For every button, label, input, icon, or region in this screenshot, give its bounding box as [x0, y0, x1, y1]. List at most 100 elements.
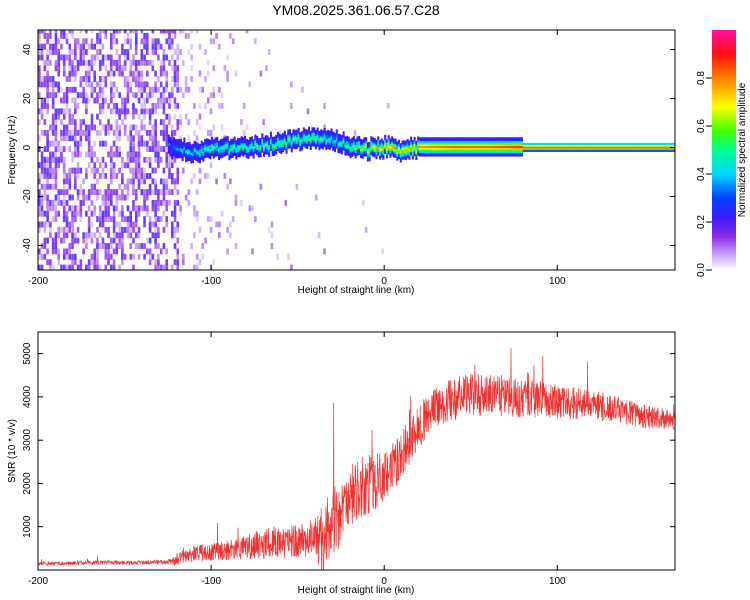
noise-cell: [129, 216, 132, 223]
signal-cell: [640, 146, 643, 149]
signal-cell: [259, 149, 262, 153]
signal-cell: [451, 144, 454, 147]
signal-cell: [664, 146, 667, 149]
noise-cell: [107, 70, 110, 77]
signal-cell: [424, 152, 427, 155]
noise-cell: [49, 226, 52, 233]
noise-cell: [206, 59, 210, 66]
noise-cell: [110, 199, 113, 206]
noise-cell: [137, 135, 141, 142]
signal-cell: [458, 144, 461, 147]
noise-cell: [226, 70, 229, 77]
noise-cell: [204, 173, 207, 179]
signal-cell: [320, 141, 323, 144]
signal-cell: [387, 138, 390, 141]
signal-cell: [245, 142, 248, 145]
signal-cell: [178, 144, 181, 147]
noise-cell: [54, 167, 58, 174]
signal-cell: [366, 155, 369, 159]
colorbar: 0.00.20.40.60.8 Normalized spectral ampl…: [696, 30, 748, 277]
noise-cell: [68, 108, 72, 115]
signal-cell: [368, 150, 371, 153]
noise-cell: [115, 65, 119, 72]
signal-cell: [399, 143, 402, 146]
signal-cell: [238, 148, 241, 151]
noise-cell: [110, 32, 113, 39]
noise-cell: [168, 92, 171, 99]
signal-cell: [469, 138, 472, 142]
noise-cell: [143, 194, 146, 201]
signal-cell: [269, 148, 272, 151]
noise-cell: [51, 76, 55, 82]
noise-cell: [51, 86, 55, 93]
signal-cell: [512, 142, 515, 145]
noise-cell: [129, 124, 132, 131]
signal-cell: [560, 148, 563, 151]
signal-cell: [218, 142, 221, 145]
signal-cell: [500, 150, 503, 154]
signal-cell: [424, 137, 427, 140]
signal-cell: [282, 134, 285, 137]
signal-cell: [372, 140, 375, 143]
signal-cell: [422, 142, 425, 145]
noise-cell: [68, 59, 72, 66]
signal-cell: [186, 142, 189, 145]
signal-cell: [323, 139, 326, 143]
signal-cell: [392, 146, 395, 150]
x-tick-label: 0: [381, 276, 387, 287]
signal-cell: [379, 155, 382, 158]
noise-cell: [54, 156, 58, 163]
signal-cell: [288, 144, 291, 147]
noise-cell: [107, 248, 110, 255]
signal-cell: [541, 142, 544, 146]
noise-cell: [173, 205, 177, 212]
signal-cell: [354, 144, 357, 147]
signal-cell: [515, 152, 518, 155]
signal-cell: [347, 143, 350, 146]
noise-cell: [110, 189, 113, 196]
noise-cell: [85, 49, 88, 55]
signal-cell: [287, 132, 290, 136]
noise-cell: [107, 183, 110, 190]
noise-cell: [146, 237, 149, 244]
noise-cell: [151, 59, 155, 66]
signal-cell: [526, 144, 529, 147]
signal-cell: [602, 146, 605, 149]
noise-cell: [96, 54, 99, 61]
signal-cell: [467, 149, 470, 152]
signal-cell: [424, 150, 427, 154]
signal-cell: [626, 149, 629, 152]
signal-cell: [283, 137, 286, 140]
signal-cell: [273, 146, 276, 149]
signal-cell: [399, 144, 402, 148]
noise-cell: [179, 119, 182, 126]
noise-cell: [123, 76, 127, 82]
signal-cell: [247, 141, 250, 144]
signal-cell: [422, 138, 425, 142]
signal-cell: [562, 144, 565, 147]
signal-cell: [467, 142, 470, 145]
signal-cell: [399, 155, 402, 158]
noise-cell: [137, 86, 141, 93]
noise-cell: [151, 140, 155, 147]
signal-cell: [304, 135, 307, 138]
signal-cell: [602, 144, 605, 147]
signal-cell: [649, 149, 652, 152]
signal-cell: [479, 152, 482, 155]
signal-cell: [501, 138, 504, 142]
noise-cell: [193, 264, 196, 270]
signal-cell: [441, 137, 444, 140]
signal-cell: [302, 132, 305, 135]
signal-cell: [238, 139, 241, 142]
signal-cell: [354, 139, 357, 142]
signal-cell: [167, 143, 170, 146]
noise-cell: [218, 86, 221, 93]
noise-cell: [93, 151, 96, 158]
noise-cell: [85, 232, 88, 239]
signal-cell: [316, 142, 319, 146]
signal-cell: [655, 144, 658, 147]
noise-cell: [46, 81, 49, 88]
signal-cell: [266, 150, 269, 153]
signal-cell: [249, 147, 252, 150]
